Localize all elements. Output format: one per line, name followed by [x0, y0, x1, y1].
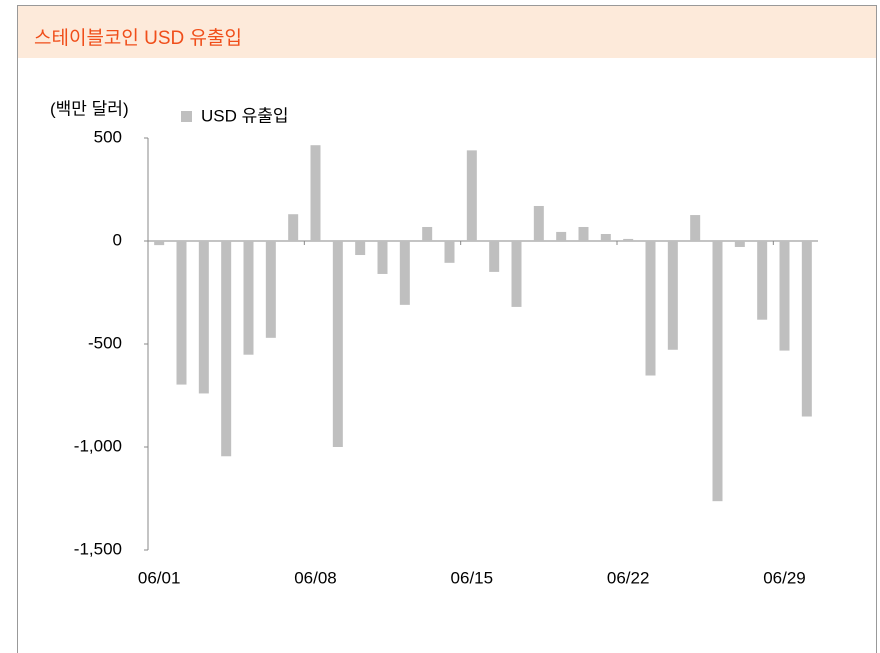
x-tick-label: 06/08 [294, 568, 337, 587]
bar [578, 226, 589, 241]
bar [243, 241, 254, 355]
panel: 스테이블코인 USD 유출입 [17, 5, 877, 653]
bar [667, 241, 678, 350]
x-tick-label: 06/29 [763, 568, 806, 587]
bar [355, 241, 366, 256]
bar [310, 145, 321, 241]
legend-label: USD 유출입 [201, 106, 289, 125]
bar [779, 241, 790, 351]
bar [221, 241, 232, 457]
bar [422, 226, 433, 241]
x-tick-label: 06/15 [451, 568, 494, 587]
bar [198, 241, 209, 394]
y-tick-label: -1,500 [74, 539, 122, 558]
legend-swatch [181, 111, 192, 122]
bar [757, 241, 768, 320]
y-axis-label: (백만 달러) [50, 99, 129, 118]
x-tick-label: 06/22 [607, 568, 650, 587]
bar [533, 205, 544, 241]
bar [645, 241, 656, 376]
bar [444, 241, 455, 263]
bar [332, 241, 343, 447]
bar [377, 241, 388, 274]
bar [623, 238, 634, 241]
x-tick-label: 06/01 [138, 568, 181, 587]
bar [511, 241, 522, 307]
bar [556, 231, 567, 241]
bar [265, 241, 276, 338]
y-tick-label: 500 [94, 127, 122, 146]
bar [600, 233, 611, 241]
chart-title: 스테이블코인 USD 유출입 [34, 28, 242, 49]
bar [399, 241, 410, 305]
bar [466, 150, 477, 241]
bar [489, 241, 500, 272]
bar [734, 241, 745, 247]
header: 스테이블코인 USD 유출입 [18, 6, 876, 58]
y-tick-label: -1,000 [74, 436, 122, 455]
bar [288, 214, 299, 241]
bar [690, 215, 701, 241]
bar [712, 241, 723, 502]
bar [176, 241, 187, 385]
bar [154, 241, 165, 246]
y-tick-label: -500 [88, 333, 122, 352]
y-tick-label: 0 [113, 230, 122, 249]
bar [801, 241, 812, 417]
